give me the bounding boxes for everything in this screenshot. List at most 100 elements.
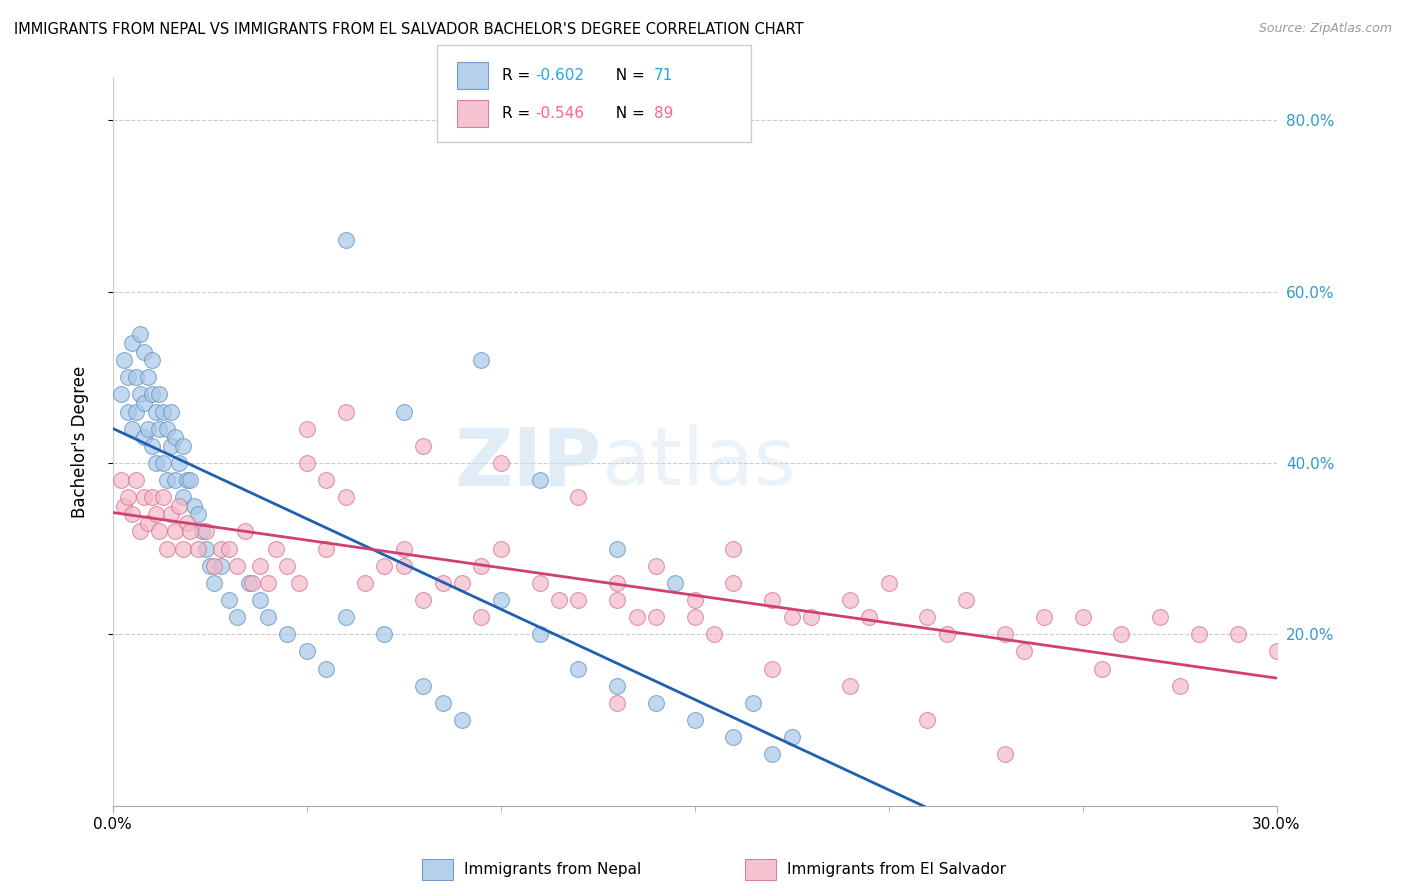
Point: [145, 404, 167, 418]
Point: [606, 541, 628, 556]
Point: [723, 541, 745, 556]
Point: [152, 404, 174, 418]
Point: [141, 353, 163, 368]
Point: [172, 439, 194, 453]
Point: [148, 422, 170, 436]
Point: [176, 473, 198, 487]
Point: [645, 558, 668, 573]
Point: [683, 593, 706, 607]
Point: [125, 404, 148, 418]
Point: [315, 661, 337, 675]
Text: 71: 71: [654, 69, 673, 83]
Point: [163, 473, 186, 487]
Point: [838, 679, 860, 693]
Point: [335, 490, 357, 504]
Text: Immigrants from Nepal: Immigrants from Nepal: [464, 863, 641, 877]
Point: [191, 524, 214, 539]
Point: [529, 473, 551, 487]
Point: [136, 422, 159, 436]
Point: [276, 627, 298, 641]
Point: [412, 439, 434, 453]
Point: [567, 490, 589, 504]
Point: [249, 593, 271, 607]
Point: [412, 593, 434, 607]
Point: [218, 541, 240, 556]
Point: [211, 541, 233, 556]
Point: [148, 387, 170, 401]
Point: [955, 593, 977, 607]
Point: [121, 422, 143, 436]
Point: [703, 627, 725, 641]
Point: [567, 593, 589, 607]
Point: [392, 558, 415, 573]
Text: Source: ZipAtlas.com: Source: ZipAtlas.com: [1258, 22, 1392, 36]
Point: [156, 422, 179, 436]
Point: [432, 696, 454, 710]
Point: [121, 336, 143, 351]
Point: [683, 713, 706, 727]
Point: [242, 575, 264, 590]
Point: [761, 661, 783, 675]
Point: [238, 575, 260, 590]
Point: [761, 747, 783, 762]
Point: [160, 439, 183, 453]
Point: [761, 593, 783, 607]
Point: [412, 679, 434, 693]
Point: [117, 490, 139, 504]
Point: [606, 696, 628, 710]
Point: [172, 541, 194, 556]
Point: [226, 558, 249, 573]
Point: [295, 644, 318, 658]
Point: [125, 370, 148, 384]
Point: [1091, 661, 1114, 675]
Point: [994, 627, 1017, 641]
Point: [741, 696, 763, 710]
Point: [723, 575, 745, 590]
Point: [489, 456, 512, 470]
Point: [858, 610, 880, 624]
Point: [167, 499, 190, 513]
Point: [141, 439, 163, 453]
Point: [132, 396, 155, 410]
Point: [194, 524, 217, 539]
Point: [548, 593, 571, 607]
Point: [315, 541, 337, 556]
Point: [489, 593, 512, 607]
Text: -0.602: -0.602: [536, 69, 585, 83]
Point: [211, 558, 233, 573]
Point: [121, 508, 143, 522]
Point: [295, 456, 318, 470]
Point: [129, 524, 152, 539]
Point: [606, 575, 628, 590]
Point: [148, 524, 170, 539]
Point: [179, 524, 201, 539]
Point: [156, 541, 179, 556]
Point: [994, 747, 1017, 762]
Point: [160, 508, 183, 522]
Point: [125, 473, 148, 487]
Point: [187, 508, 209, 522]
Point: [935, 627, 957, 641]
Text: atlas: atlas: [602, 425, 796, 502]
Point: [145, 456, 167, 470]
Point: [335, 404, 357, 418]
Point: [877, 575, 900, 590]
Point: [202, 558, 225, 573]
Point: [489, 541, 512, 556]
Point: [145, 508, 167, 522]
Point: [233, 524, 256, 539]
Point: [1168, 679, 1191, 693]
Point: [132, 490, 155, 504]
Point: [194, 541, 217, 556]
Point: [160, 404, 183, 418]
Text: -0.546: -0.546: [536, 106, 585, 120]
Point: [470, 558, 492, 573]
Point: [392, 404, 415, 418]
Point: [335, 233, 357, 247]
Point: [136, 516, 159, 530]
Point: [626, 610, 648, 624]
Point: [1265, 644, 1288, 658]
Point: [295, 422, 318, 436]
Point: [264, 541, 287, 556]
Point: [163, 430, 186, 444]
